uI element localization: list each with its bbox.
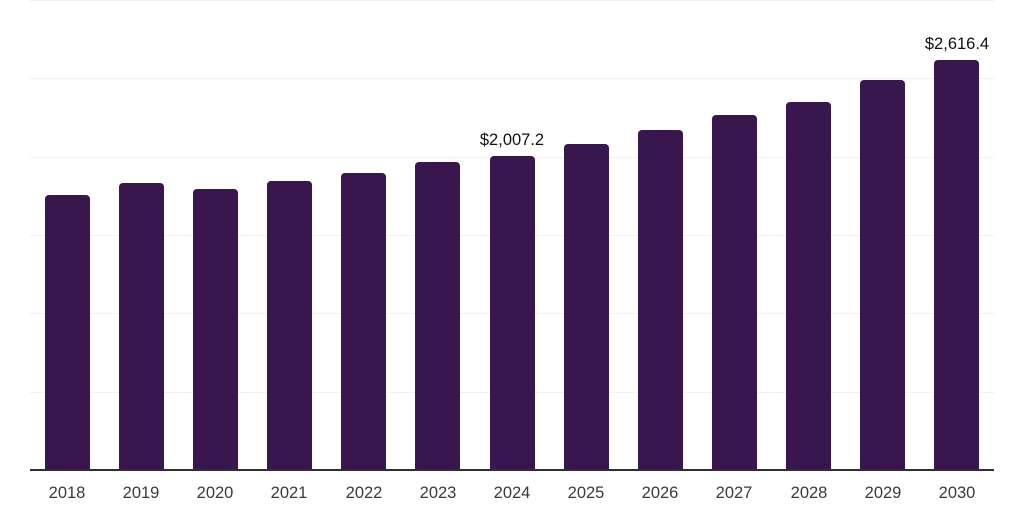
x-tick-label-2030: 2030 xyxy=(938,484,976,502)
bar-2019 xyxy=(119,183,164,470)
plot-area: $2,007.2 $2,616.4 xyxy=(30,0,994,470)
gridline xyxy=(30,0,994,1)
bar-2024 xyxy=(490,156,535,470)
x-axis-line xyxy=(30,469,994,471)
gridline xyxy=(30,78,994,79)
bar-2025 xyxy=(564,144,609,470)
x-tick-label-2019: 2019 xyxy=(122,484,160,502)
x-tick-label-2027: 2027 xyxy=(715,484,753,502)
bar-2020 xyxy=(193,189,238,470)
x-tick-label-2026: 2026 xyxy=(641,484,679,502)
x-tick-label-2028: 2028 xyxy=(790,484,828,502)
x-tick-label-2025: 2025 xyxy=(567,484,605,502)
bar-2030 xyxy=(934,60,979,470)
bar-2027 xyxy=(712,115,757,470)
bar-2029 xyxy=(860,80,905,470)
bar-2023 xyxy=(415,162,460,470)
bar-2021 xyxy=(267,181,312,470)
bar-2018 xyxy=(45,195,90,470)
x-tick-label-2023: 2023 xyxy=(419,484,457,502)
bar-2022 xyxy=(341,173,386,470)
bar-2028 xyxy=(786,102,831,470)
x-tick-label-2018: 2018 xyxy=(48,484,86,502)
x-tick-label-2022: 2022 xyxy=(345,484,383,502)
bar-2026 xyxy=(638,130,683,470)
x-tick-label-2021: 2021 xyxy=(270,484,308,502)
x-tick-label-2029: 2029 xyxy=(864,484,902,502)
bar-value-label-2030: $2,616.4 xyxy=(924,35,990,53)
bar-value-label-2024: $2,007.2 xyxy=(479,131,545,149)
x-tick-label-2024: 2024 xyxy=(493,484,531,502)
x-tick-label-2020: 2020 xyxy=(196,484,234,502)
